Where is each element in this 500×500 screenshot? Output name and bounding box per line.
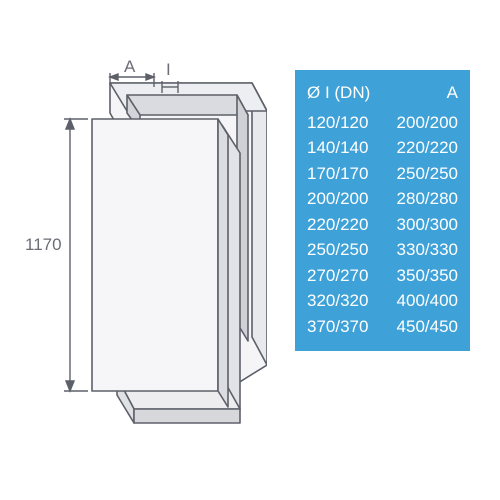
table-cell-col1: 140/140: [307, 135, 368, 161]
table-cell-col1: 200/200: [307, 186, 368, 212]
table-cell-col1: 270/270: [307, 263, 368, 289]
table-cell-col2: 400/400: [397, 288, 458, 314]
table-header-col2: A: [447, 80, 458, 106]
table-cell-col2: 250/250: [397, 161, 458, 187]
table-cell-col1: 170/170: [307, 161, 368, 187]
height-dimension-label: 1170: [25, 235, 62, 255]
table-row: 270/270 350/350: [303, 263, 462, 289]
table-cell-col2: 330/330: [397, 237, 458, 263]
table-cell-col2: 220/220: [397, 135, 458, 161]
table-cell-col2: 350/350: [397, 263, 458, 289]
table-row: 200/200 280/280: [303, 186, 462, 212]
table-row: 140/140 220/220: [303, 135, 462, 161]
dimension-table: Ø I (DN) A 120/120200/200140/140220/2201…: [295, 70, 470, 351]
table-cell-col2: 450/450: [397, 314, 458, 340]
table-header: Ø I (DN) A: [303, 80, 462, 106]
table-cell-col1: 320/320: [307, 288, 368, 314]
table-cell-col2: 200/200: [397, 110, 458, 136]
table-row: 320/320 400/400: [303, 288, 462, 314]
table-cell-col1: 120/120: [307, 110, 368, 136]
table-header-col1: Ø I (DN): [307, 80, 370, 106]
table-cell-col2: 280/280: [397, 186, 458, 212]
table-row: 370/370 450/450: [303, 314, 462, 340]
table-row: 220/220 300/300: [303, 212, 462, 238]
table-row: 250/250 330/330: [303, 237, 462, 263]
figure-container: 1170 A I Ø I (DN) A 120/120200/200140/14…: [0, 0, 500, 500]
table-cell-col2: 300/300: [397, 212, 458, 238]
table-cell-col1: 370/370: [307, 314, 368, 340]
table-row: 120/120 200/200: [303, 110, 462, 136]
table-row: 170/170 250/250: [303, 161, 462, 187]
table-cell-col1: 250/250: [307, 237, 368, 263]
top-dimension-I-label: I: [166, 60, 171, 80]
table-cell-col1: 220/220: [307, 212, 368, 238]
top-dimension-A-label: A: [124, 57, 135, 77]
